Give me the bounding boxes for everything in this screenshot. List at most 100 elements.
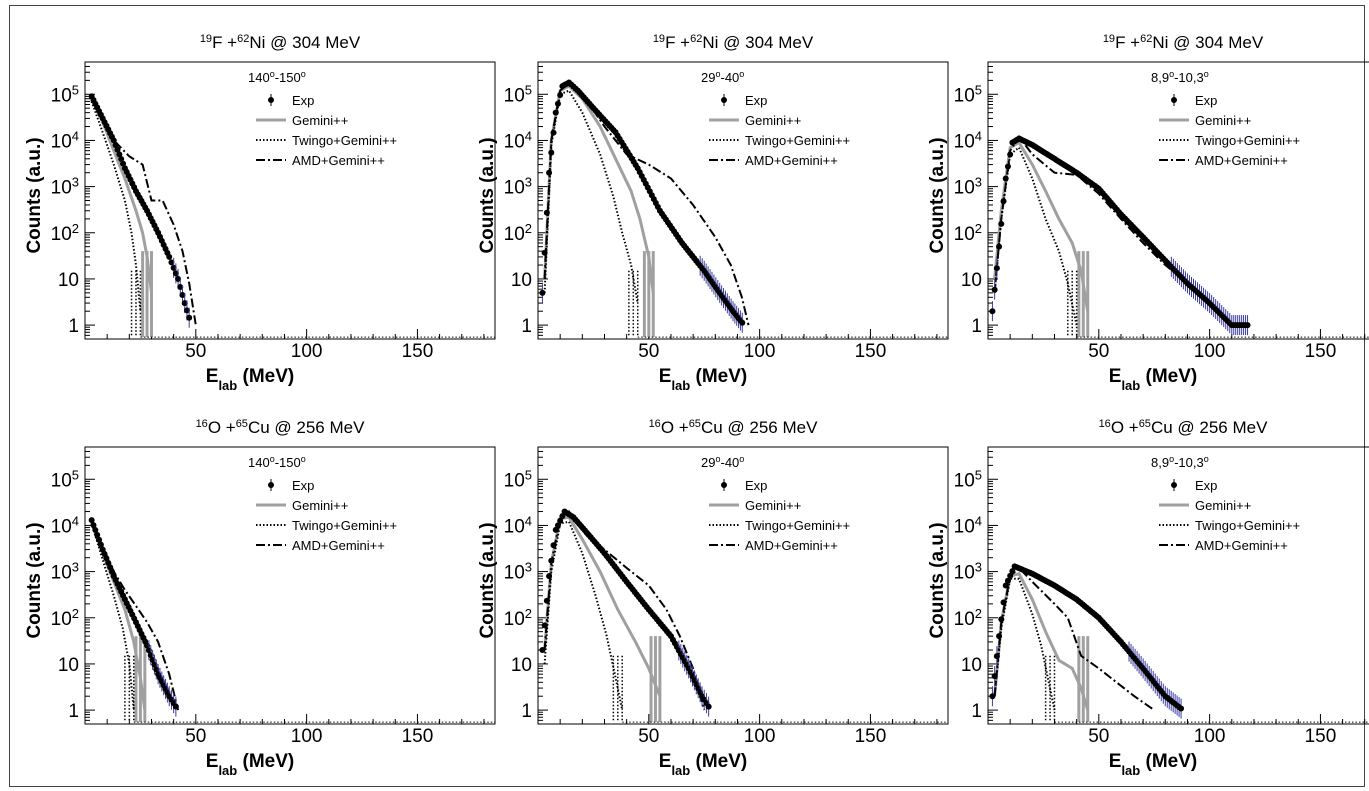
y-tick-base: 10 [504,85,525,106]
y-tick-label: 1 [971,316,982,337]
title-mass-a: 19 [653,33,665,45]
legend-label: Gemini++ [745,113,801,128]
exp-point [541,622,548,629]
angle-range-label: 140o-150o [248,69,306,85]
y-tick-base: 10 [504,131,525,152]
angle-start: 140 [248,455,270,470]
y-tick-base: 10 [51,563,72,584]
angle-end-degree: o [1204,69,1209,79]
title-projectile: F + [1115,33,1140,52]
exp-point [1007,151,1014,158]
y-tick-base: 10 [504,516,525,537]
x-label-sub: lab [1121,378,1140,393]
angle-start-degree: o [270,454,275,464]
title-mass-b: 65 [689,418,701,430]
y-tick-label: 104 [51,513,79,538]
legend-exp-marker [268,97,274,103]
y-tick-exp: 2 [72,605,79,620]
exp-point [554,100,561,107]
y-tick-exp: 5 [975,82,982,97]
panel-title: 16O +65Cu @ 256 MeV [649,418,819,437]
exp-point [998,616,1005,623]
legend-label: Twingo+Gemini++ [292,518,397,533]
legend-exp-marker [721,97,727,103]
y-tick-label: 105 [51,467,79,492]
y-tick-label: 10 [961,655,982,676]
series-twingo [993,577,1056,711]
y-tick-label: 105 [954,82,982,107]
y-tick-label: 102 [954,220,982,245]
x-tick-label: 50 [638,341,659,362]
title-mass-b: 62 [1140,33,1152,45]
x-axis-label: Elab (MeV) [1109,751,1197,778]
plot-area [989,135,1369,338]
title-projectile: F + [665,33,690,52]
title-projectile: O + [208,418,236,437]
x-tick-label: 50 [185,341,206,362]
legend-label: Exp [745,478,767,493]
exp-point [993,265,1000,272]
exp-point [94,531,101,538]
panel-title: 19F +62Ni @ 304 MeV [200,33,361,52]
y-tick-label: 1 [68,701,79,722]
y-tick-base: 1 [68,701,79,722]
angle-end-degree: o [739,69,744,79]
y-tick-label: 102 [504,605,532,630]
exp-point [552,109,559,116]
panel-title: 16O +65Cu @ 256 MeV [1099,418,1269,437]
y-tick-exp: 2 [975,220,982,235]
y-tick-base: 10 [961,655,982,676]
y-tick-label: 1 [521,316,532,337]
angle-start-degree: o [715,69,720,79]
y-tick-label: 102 [954,605,982,630]
angle-start-degree: o [1169,69,1174,79]
exp-point [996,633,1003,640]
angle-range-label: 8,9o-10,3o [1151,454,1209,470]
legend-label: Twingo+Gemini++ [1195,518,1300,533]
y-tick-base: 1 [68,316,79,337]
exp-point [550,129,557,136]
exp-point [550,542,557,549]
x-tick-label: 100 [1194,726,1226,747]
exp-point [179,292,186,299]
legend-label: AMD+Gemini++ [292,153,385,168]
figure-frame [9,5,1365,787]
x-tick-label: 50 [1088,726,1109,747]
y-axis-label: Counts (a.u.) [24,137,45,253]
x-tick-label: 100 [744,341,776,362]
y-tick-base: 10 [954,131,975,152]
angle-end: -40 [720,455,739,470]
legend-symbol-marker [1171,479,1177,491]
x-label-sub: lab [671,763,690,778]
angle-end-degree: o [301,454,306,464]
y-tick-label: 1 [971,701,982,722]
title-mass-a: 16 [196,418,208,430]
y-tick-base: 10 [504,470,525,491]
x-tick-label: 150 [402,341,434,362]
y-tick-base: 10 [954,178,975,199]
series-twingo [90,523,135,711]
exp-point [1009,568,1016,575]
plot-area [989,563,1369,723]
series-amd [543,81,750,326]
exp-point [110,137,117,144]
legend-exp-marker [1171,482,1177,488]
y-tick-exp: 4 [525,513,532,528]
exp-point [88,517,95,524]
y-tick-base: 10 [51,131,72,152]
x-axis-label: Elab (MeV) [659,751,747,778]
x-label-main: E [659,366,672,387]
angle-start-degree: o [1169,454,1174,464]
y-tick-exp: 4 [72,128,79,143]
exp-point [539,647,546,654]
y-tick-base: 10 [51,516,72,537]
series-twingo [90,101,142,312]
legend-label: Gemini++ [292,498,348,513]
y-tick-base: 1 [521,316,532,337]
angle-end-degree: o [739,454,744,464]
legend-label: Twingo+Gemini++ [1195,133,1300,148]
y-tick-label: 105 [504,467,532,492]
